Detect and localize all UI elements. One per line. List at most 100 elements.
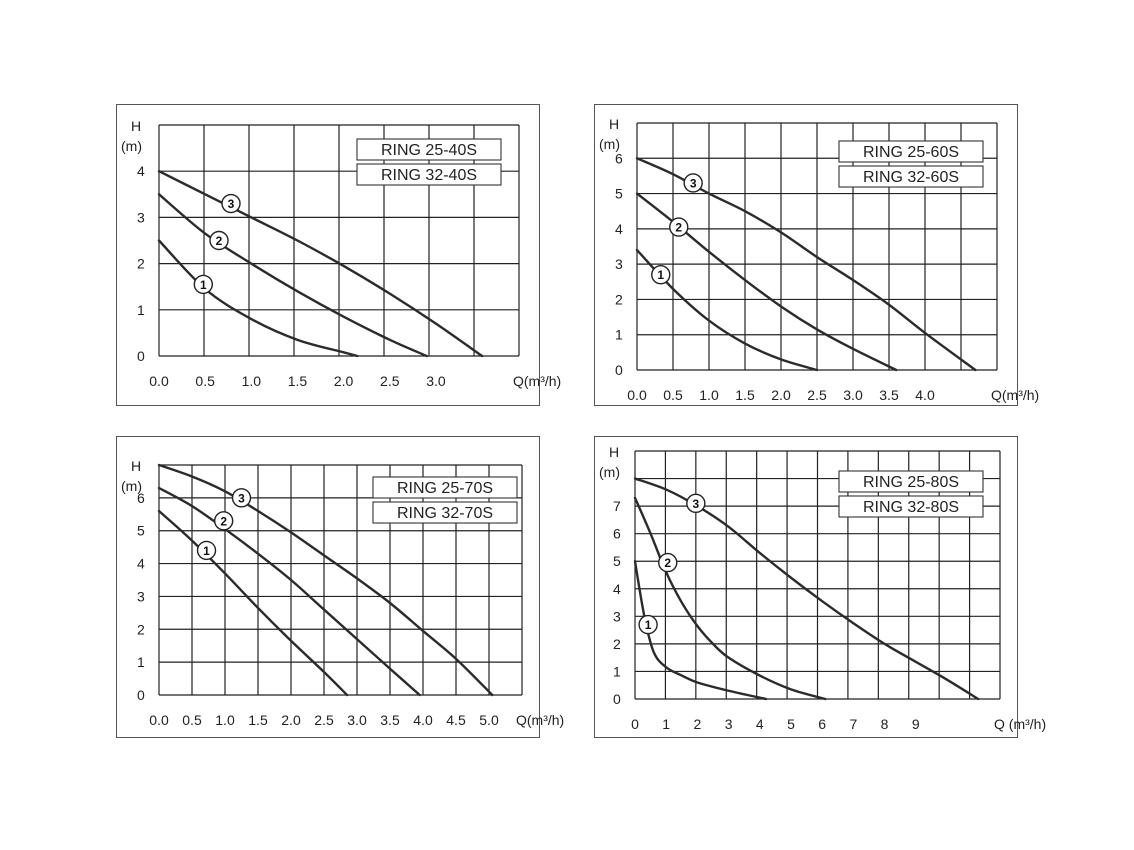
x-axis-label: Q (m³/h)	[994, 716, 1046, 732]
y-tick-label: 7	[613, 498, 621, 514]
model-label: RING 32-60S	[838, 165, 984, 188]
y-tick-label: 3	[615, 256, 623, 272]
x-tick-label: 4.5	[446, 712, 466, 728]
x-tick-label: 2.0	[281, 712, 301, 728]
x-tick-label: 5	[787, 716, 795, 732]
x-tick-label: 2.5	[314, 712, 334, 728]
curve-marker-1: 1	[638, 614, 658, 635]
performance-curve-3	[157, 463, 494, 697]
x-tick-label: 4.0	[413, 712, 433, 728]
svg-text:3: 3	[238, 491, 245, 505]
x-tick-label: 2.0	[771, 387, 791, 403]
chart-svg: H (m) 0 1 2 3 4 5 6 7 0 1 2 3 4 5 6 7 8 9 Q (m³/h) 1 2 3 RING 25…	[599, 444, 1046, 732]
performance-curve-1	[157, 509, 349, 697]
chart-svg: H (m) 0 1 2 3 4 0.0 0.5 1.0 1.5 2.0 2.5 3.0 Q(m³/h) 1 2 3…	[121, 118, 561, 389]
x-tick-label: 2	[693, 716, 701, 732]
y-axis-unit: (m)	[121, 138, 142, 154]
y-tick-label: 2	[615, 291, 623, 307]
y-tick-label: 0	[615, 362, 623, 378]
y-tick-label: 6	[137, 490, 145, 506]
curve-marker-3: 3	[683, 173, 703, 193]
curve-marker-1: 1	[193, 274, 214, 295]
x-tick-label: 0.0	[149, 712, 169, 728]
x-tick-label: 3.5	[380, 712, 400, 728]
x-tick-label: 8	[881, 716, 889, 732]
chart-svg: H (m) 0 1 2 3 4 5 6 0.0 0.5 1.0 1.5 2.0 2.5 3.0 3.5 4.0 Q(…	[599, 116, 1039, 403]
svg-text:3: 3	[692, 497, 699, 511]
y-tick-label: 4	[137, 556, 145, 572]
performance-curve-1	[635, 248, 819, 372]
x-tick-label: 1.0	[242, 373, 262, 389]
x-tick-label: 3.0	[347, 712, 367, 728]
x-tick-label: 3	[725, 716, 733, 732]
curve-marker-3: 3	[686, 493, 706, 514]
svg-text:RING 32-80S: RING 32-80S	[863, 499, 959, 516]
pump-curve-chart-2: H (m) 0 1 2 3 4 5 6 0.0 0.5 1.0 1.5 2.0 2.5 3.0 3.5 4.0 Q(…	[594, 104, 1039, 406]
y-tick-label: 2	[613, 636, 621, 652]
y-tick-label: 3	[137, 588, 145, 604]
x-tick-label: 0.0	[627, 387, 647, 403]
x-tick-label: 2.5	[807, 387, 827, 403]
svg-text:RING 32-70S: RING 32-70S	[397, 505, 493, 522]
x-tick-label: 1.5	[288, 373, 308, 389]
x-tick-label: 3.0	[843, 387, 863, 403]
x-tick-label: 1.0	[215, 712, 235, 728]
x-tick-label: 0.5	[663, 387, 683, 403]
x-tick-label: 1.5	[735, 387, 755, 403]
performance-curve-2	[157, 486, 421, 697]
svg-text:RING 25-40S: RING 25-40S	[381, 142, 477, 159]
y-tick-label: 1	[137, 654, 145, 670]
performance-curve-3	[157, 170, 484, 358]
svg-text:1: 1	[657, 268, 664, 282]
y-tick-label: 2	[137, 621, 145, 637]
grid	[158, 464, 523, 696]
svg-text:2: 2	[216, 234, 223, 248]
curve-marker-2: 2	[209, 230, 229, 251]
y-axis-symbol: H	[131, 118, 141, 134]
curve-marker-2: 2	[669, 217, 689, 237]
y-axis-symbol: H	[609, 444, 619, 460]
model-label: RING 32-70S	[372, 501, 518, 524]
model-label: RING 25-70S	[372, 476, 518, 499]
x-axis-label: Q(m³/h)	[513, 373, 561, 389]
x-tick-label: 0.5	[195, 373, 215, 389]
curve-marker-3: 3	[231, 488, 252, 508]
svg-text:RING 25-70S: RING 25-70S	[397, 480, 493, 497]
x-tick-label: 1	[662, 716, 670, 732]
x-tick-label: 0	[631, 716, 639, 732]
y-tick-label: 6	[613, 526, 621, 542]
x-tick-label: 3.5	[879, 387, 899, 403]
x-tick-label: 7	[849, 716, 857, 732]
x-tick-label: 1.5	[248, 712, 268, 728]
y-tick-label: 4	[615, 221, 623, 237]
y-tick-label: 3	[137, 209, 145, 225]
svg-text:1: 1	[200, 278, 207, 292]
curve-marker-2: 2	[213, 511, 234, 531]
svg-text:1: 1	[645, 618, 652, 632]
x-tick-label: 0.0	[149, 373, 169, 389]
svg-text:2: 2	[675, 221, 682, 235]
svg-text:3: 3	[690, 176, 697, 190]
x-tick-label: 4.0	[915, 387, 935, 403]
svg-text:1: 1	[203, 544, 210, 558]
y-tick-label: 1	[615, 327, 623, 343]
pump-curve-chart-3: H (m) 0 1 2 3 4 5 6 0.0 0.5 1.0 1.5 2.0 2.5 3.0 3.5 4.0 4.…	[116, 436, 564, 738]
x-tick-label: 9	[912, 716, 920, 732]
y-tick-label: 5	[137, 523, 145, 539]
y-tick-label: 1	[137, 302, 145, 318]
x-tick-label: 0.5	[182, 712, 202, 728]
y-tick-label: 4	[137, 163, 145, 179]
svg-text:2: 2	[664, 556, 671, 570]
y-axis-unit: (m)	[599, 136, 620, 152]
model-label: RING 25-80S	[838, 470, 984, 493]
y-tick-label: 1	[613, 663, 621, 679]
y-tick-label: 2	[137, 256, 145, 272]
performance-curve-2	[157, 193, 428, 358]
svg-text:2: 2	[220, 514, 227, 528]
y-tick-label: 5	[613, 553, 621, 569]
svg-text:3: 3	[228, 197, 235, 211]
x-tick-label: 5.0	[479, 712, 499, 728]
x-tick-label: 2.5	[380, 373, 400, 389]
svg-text:RING 25-80S: RING 25-80S	[863, 474, 959, 491]
